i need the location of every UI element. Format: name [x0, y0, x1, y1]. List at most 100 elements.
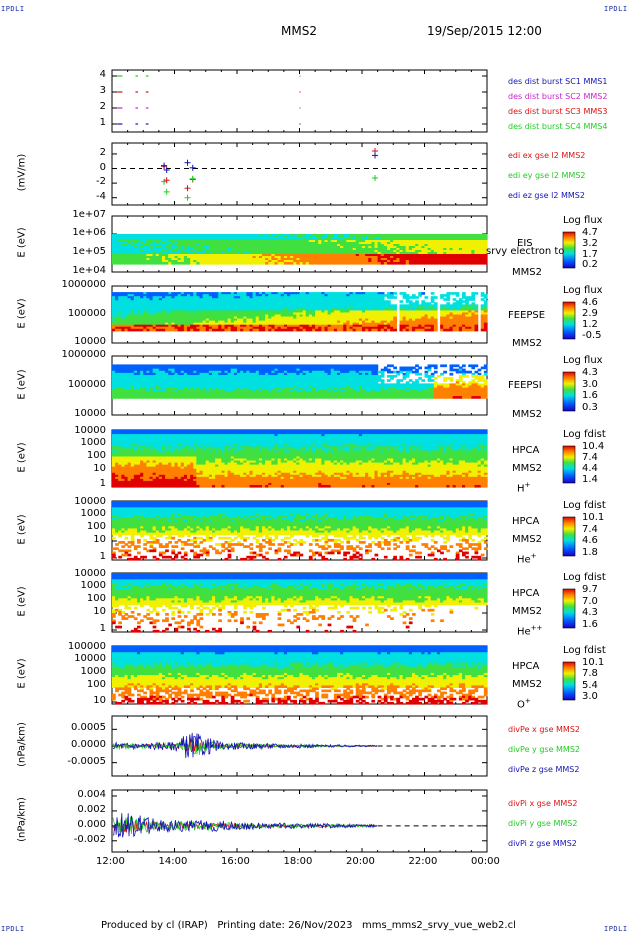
feepse-cell	[474, 310, 479, 314]
eis-cell	[462, 248, 466, 251]
feepse-cell	[133, 324, 138, 328]
feepsi-cell	[249, 381, 254, 384]
eis-cell	[118, 244, 122, 247]
feepse-cell	[330, 308, 335, 312]
feepse-cell	[421, 310, 426, 314]
eis-cell	[212, 234, 216, 237]
feepse-cell	[252, 308, 257, 312]
feepse-cell	[165, 294, 169, 297]
eis-cell	[377, 242, 382, 245]
feepse-cell	[368, 306, 372, 309]
eis-cell	[412, 234, 416, 237]
feepse-cell	[387, 326, 391, 330]
feepsi-cell	[246, 385, 251, 389]
feepse-cell	[349, 320, 354, 324]
eis-cell	[315, 248, 319, 251]
eis-cell	[337, 254, 341, 257]
feepsi-cell	[208, 379, 213, 382]
eis-cell	[149, 234, 154, 237]
feepse-cell	[418, 292, 422, 295]
feepse-cell	[452, 320, 457, 324]
feepse-cell	[258, 294, 263, 297]
eis-cell	[140, 250, 144, 253]
feepse-cell	[308, 320, 313, 324]
feepsi-cell	[246, 364, 251, 368]
feepse-cell	[208, 316, 213, 320]
feepse-cell	[480, 308, 485, 312]
eis-cell	[112, 258, 116, 261]
eis-cell	[224, 240, 229, 243]
feepse-cell	[155, 292, 160, 295]
eis-cell	[224, 234, 229, 237]
feepsi-cell	[246, 393, 251, 397]
feepse-cell	[349, 306, 354, 309]
eis-cell	[396, 242, 401, 245]
feepse-cell	[296, 314, 301, 318]
eis-cell	[162, 250, 166, 253]
eis-cell	[199, 244, 204, 247]
eis-cell	[218, 248, 222, 251]
feepse-cell	[149, 296, 154, 299]
eis-cell	[162, 238, 166, 241]
eis-cell	[177, 250, 182, 253]
feepse-cell	[143, 328, 147, 332]
feepse-cell	[305, 326, 310, 330]
eis-cell	[383, 250, 388, 253]
eis-cell	[480, 262, 485, 265]
feepse-cell	[183, 306, 188, 309]
eis-cell	[455, 262, 460, 265]
feepse-cell	[221, 300, 226, 303]
eis-cell	[112, 246, 116, 249]
feepsi-cell	[187, 379, 191, 382]
eis-cell	[412, 258, 416, 261]
feepse-cell	[343, 296, 347, 299]
eis-cell	[380, 248, 385, 251]
eis-cell	[174, 250, 179, 253]
feepse-cell	[227, 324, 232, 328]
feepse-cell	[324, 300, 329, 303]
feepse-cell	[187, 292, 191, 295]
feepse-cell	[324, 318, 329, 322]
eis-cell	[305, 256, 310, 259]
feepse-cell	[149, 316, 154, 320]
feepse-cell	[199, 306, 204, 309]
eis-cell	[296, 252, 301, 255]
eis-cell	[196, 254, 201, 257]
feepse-cell	[130, 300, 135, 303]
eis-cell	[483, 240, 488, 243]
eis-cell	[246, 262, 251, 265]
eis-cell	[287, 236, 291, 239]
feepsi-cell	[205, 385, 210, 389]
eis-cell	[405, 238, 410, 241]
eis-cell	[333, 252, 338, 255]
eis-cell	[296, 236, 301, 239]
eis-cell	[374, 254, 379, 257]
eis-cell	[237, 256, 241, 259]
feepse-cell	[249, 292, 254, 295]
feepse-cell	[202, 296, 207, 299]
feepse-cell	[424, 320, 429, 324]
eis-cell	[377, 236, 382, 239]
feepse-cell	[243, 308, 247, 312]
eis-cell	[155, 242, 160, 245]
eis-cell	[237, 254, 241, 257]
eis-cell	[390, 238, 394, 241]
eis-cell	[458, 262, 463, 265]
feepsi-cell	[227, 389, 232, 393]
feepse-cell	[146, 310, 151, 314]
eis-cell	[458, 240, 463, 243]
feepsi-cell	[130, 368, 135, 372]
eis-cell	[437, 250, 441, 253]
feepsi-cell	[127, 374, 132, 378]
feepse-cell	[440, 324, 444, 328]
feepse-cell	[265, 324, 269, 328]
feepse-cell	[183, 328, 188, 332]
feepse-cell	[252, 310, 257, 314]
feepse-cell	[421, 308, 426, 312]
feepse-cell	[455, 306, 460, 309]
feepse-cell	[237, 324, 241, 328]
feepsi-cell	[121, 396, 126, 399]
eis-cell	[171, 238, 176, 241]
feepse-cell	[137, 296, 141, 299]
eis-cell	[390, 242, 394, 245]
